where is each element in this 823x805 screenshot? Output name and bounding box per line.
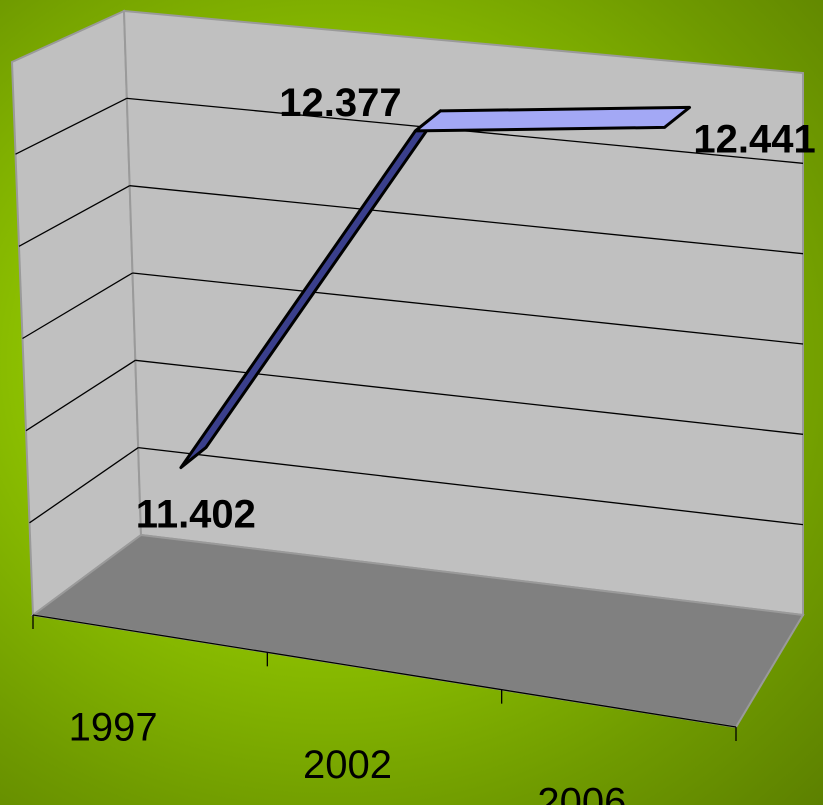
gridline-side [15, 97, 128, 155]
data-label: 12.377 [279, 81, 401, 125]
axis-ticks [32, 614, 737, 741]
data-label: 11.402 [136, 493, 256, 537]
category-labels: 1997 2002 2006 [69, 706, 627, 805]
gridline-side [18, 185, 130, 247]
category-label: 2002 [303, 743, 392, 787]
gridline [132, 272, 804, 345]
gridline-side [25, 359, 136, 432]
gridline [138, 447, 804, 526]
data-labels: 11.402 12.377 12.441 [136, 81, 816, 537]
category-label: 1997 [69, 706, 158, 750]
gridline-side [29, 447, 139, 524]
gridline [129, 185, 804, 255]
x-axis-line [32, 614, 737, 728]
data-label: 12.441 [693, 117, 815, 161]
gridline-side [22, 272, 133, 340]
gridlines [15, 97, 804, 526]
data-series [179, 105, 691, 470]
series-segment [413, 105, 691, 133]
category-label: 2006 [537, 780, 626, 805]
